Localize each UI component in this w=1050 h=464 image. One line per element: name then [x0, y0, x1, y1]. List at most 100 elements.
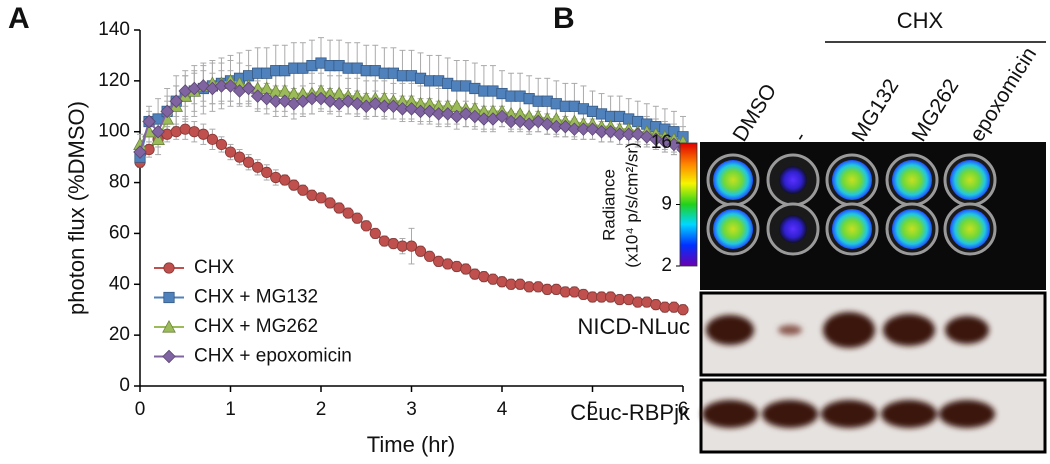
- marker: [223, 79, 238, 93]
- y-tick-label: 140: [98, 19, 130, 40]
- marker: [162, 319, 176, 333]
- colorbar-tick-label: 9: [661, 194, 672, 215]
- band: [778, 325, 802, 335]
- well-signal: [892, 160, 932, 200]
- band: [883, 314, 935, 346]
- marker: [315, 192, 327, 204]
- marker: [288, 179, 300, 191]
- marker: [360, 220, 372, 232]
- treatment-header: CHX: [897, 8, 944, 33]
- well-signal: [832, 160, 872, 200]
- marker: [423, 250, 436, 262]
- band: [945, 316, 989, 344]
- marker: [160, 104, 174, 119]
- y-tick-label: 120: [98, 70, 130, 91]
- marker: [333, 202, 345, 214]
- well-signal: [832, 209, 872, 249]
- legend-label: CHX + MG132: [194, 287, 318, 308]
- marker: [649, 132, 663, 147]
- marker: [667, 137, 681, 152]
- blot-bands: [702, 312, 995, 428]
- band: [939, 400, 995, 428]
- marker: [305, 91, 319, 106]
- marker: [558, 119, 573, 134]
- band: [762, 400, 818, 428]
- marker: [268, 94, 283, 108]
- legend: CHX CHX + MG132 CHX + MG262 CHX + epoxomici…: [154, 257, 352, 367]
- blot-label: CLuc-RBPjκ: [570, 400, 691, 425]
- band: [706, 315, 754, 345]
- lane-label: MG132: [847, 75, 903, 146]
- x-tick-label: 2: [316, 399, 327, 420]
- marker: [576, 122, 591, 136]
- panel-label: A: [8, 2, 30, 35]
- legend-label: CHX + MG262: [194, 316, 318, 337]
- marker: [460, 263, 472, 275]
- colorbar-title: Radiance: [599, 169, 618, 241]
- marker: [414, 245, 427, 257]
- y-tick-label: 20: [109, 324, 130, 345]
- wells: [706, 153, 997, 256]
- marker: [594, 124, 609, 139]
- blot-label: NICD-NLuc: [578, 314, 690, 339]
- marker: [621, 127, 636, 142]
- marker: [504, 114, 518, 129]
- marker: [341, 94, 355, 108]
- marker: [197, 128, 209, 140]
- x-axis-label: Time (hr): [367, 432, 455, 457]
- lane-labels: DMSO - MG132 MG262 epoxomicin: [728, 43, 1041, 145]
- band: [823, 312, 875, 348]
- marker: [377, 99, 392, 114]
- well-signal: [713, 209, 753, 249]
- colorbar-tick-label: 16: [651, 132, 672, 153]
- well-signal: [892, 209, 932, 249]
- marker: [351, 212, 363, 224]
- x-tick-label: 3: [406, 399, 417, 420]
- marker: [658, 135, 672, 149]
- lane-label: epoxomicin: [965, 43, 1041, 145]
- lane-label: MG262: [907, 75, 963, 146]
- y-tick-label: 0: [119, 375, 130, 396]
- marker: [133, 145, 147, 159]
- marker: [477, 112, 491, 126]
- marker: [297, 184, 309, 196]
- marker: [603, 124, 618, 139]
- marker: [549, 119, 564, 134]
- x-tick-label: 6: [678, 399, 689, 420]
- marker: [169, 94, 183, 108]
- band: [881, 400, 937, 428]
- marker: [233, 151, 246, 163]
- band: [702, 400, 758, 428]
- marker: [278, 94, 292, 108]
- colorbar-ticks: 2 9 16: [651, 132, 680, 276]
- marker: [431, 107, 446, 121]
- marker: [495, 109, 509, 124]
- marker: [163, 291, 175, 304]
- marker: [567, 122, 582, 136]
- marker: [241, 81, 256, 96]
- marker: [252, 161, 264, 173]
- colorbar-unit: (x10⁴ p/s/cm²/sr): [622, 142, 641, 267]
- well-signal: [950, 209, 990, 249]
- well-signal: [779, 215, 807, 243]
- marker: [513, 114, 527, 129]
- y-axis-label: photon flux (%DMSO): [64, 101, 89, 315]
- y-tick-label: 40: [109, 273, 130, 294]
- series: [134, 123, 689, 316]
- marker: [243, 156, 255, 168]
- marker: [206, 133, 218, 145]
- legend-label: CHX + epoxomicin: [194, 346, 352, 367]
- band: [821, 400, 877, 428]
- marker: [323, 94, 337, 108]
- well-signal: [713, 160, 753, 200]
- well-signal: [950, 160, 990, 200]
- legend-label: CHX: [194, 257, 234, 278]
- panel-label: B: [553, 2, 575, 35]
- series: [133, 79, 690, 159]
- marker: [151, 132, 165, 145]
- y-tick-label: 60: [109, 222, 130, 243]
- marker: [413, 104, 428, 119]
- marker: [162, 349, 176, 364]
